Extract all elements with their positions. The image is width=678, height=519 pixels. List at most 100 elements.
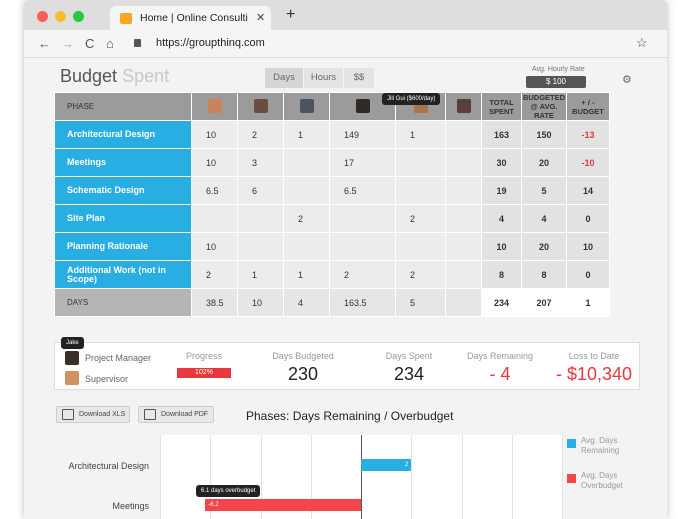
footer-day-cell: 10 bbox=[237, 288, 284, 317]
back-icon[interactable]: ← bbox=[38, 36, 51, 51]
budget-table: PHASE TOTAL SPENT BUDGETED @ AVG. RATE + / … bbox=[54, 92, 610, 317]
close-window-dot[interactable] bbox=[37, 11, 48, 22]
download-xls-button[interactable]: Download XLS bbox=[56, 406, 130, 423]
day-cell[interactable]: 6 bbox=[237, 176, 284, 205]
day-cell[interactable] bbox=[237, 232, 284, 261]
total-cell: 4 bbox=[481, 204, 522, 233]
forward-icon[interactable]: → bbox=[61, 36, 74, 51]
tab-bar: Home | Online Consulting and ✕ + bbox=[24, 0, 667, 30]
day-cell[interactable]: 149 bbox=[329, 120, 396, 149]
toggle-days[interactable]: Days bbox=[265, 68, 303, 88]
day-cell[interactable]: 3 bbox=[237, 148, 284, 177]
day-cell[interactable] bbox=[445, 148, 482, 177]
browser-tab[interactable]: Home | Online Consulting and ✕ bbox=[110, 6, 271, 30]
team-avatar-cell[interactable] bbox=[191, 92, 238, 121]
home-icon[interactable]: ⌂ bbox=[106, 36, 114, 51]
maximize-window-dot[interactable] bbox=[73, 11, 84, 22]
diff-cell: 10 bbox=[566, 232, 610, 261]
minimize-window-dot[interactable] bbox=[55, 11, 66, 22]
chart-bar[interactable]: -6.2 bbox=[205, 499, 361, 511]
days-spent-value: 234 bbox=[393, 364, 425, 384]
toggle-hours[interactable]: Hours bbox=[304, 68, 343, 88]
phase-cell[interactable]: Architectural Design bbox=[54, 120, 192, 149]
progress-stat: Progress 102% bbox=[159, 343, 249, 391]
day-cell[interactable]: 2 bbox=[191, 260, 238, 289]
team-member-avatar[interactable] bbox=[299, 98, 314, 113]
rate-label: Avg. Hourly Rate bbox=[532, 66, 585, 73]
new-tab-button[interactable]: + bbox=[286, 6, 296, 23]
day-cell[interactable] bbox=[445, 120, 482, 149]
pdf-icon bbox=[144, 409, 156, 420]
day-cell[interactable]: 10 bbox=[191, 232, 238, 261]
chart-gridline bbox=[310, 435, 312, 519]
day-cell[interactable] bbox=[445, 232, 482, 261]
team-avatar-cell[interactable] bbox=[283, 92, 330, 121]
day-cell[interactable] bbox=[283, 148, 330, 177]
day-cell[interactable]: 1 bbox=[395, 120, 446, 149]
team-member-avatar[interactable] bbox=[355, 98, 370, 113]
team-avatar-cell[interactable] bbox=[237, 92, 284, 121]
phase-cell[interactable]: Additional Work (not in Scope) bbox=[54, 260, 192, 289]
day-cell[interactable] bbox=[191, 204, 238, 233]
day-cell[interactable] bbox=[395, 176, 446, 205]
url-field[interactable]: https://groupthinq.com bbox=[156, 37, 265, 49]
day-cell[interactable]: 2 bbox=[237, 120, 284, 149]
day-cell[interactable]: 2 bbox=[395, 260, 446, 289]
budgeted-cell: 4 bbox=[521, 204, 567, 233]
rate-value[interactable]: $ 100 bbox=[526, 76, 586, 88]
legend-swatch-overbudget bbox=[567, 474, 576, 483]
day-cell[interactable]: 6.5 bbox=[329, 176, 396, 205]
phase-cell[interactable]: Meetings bbox=[54, 148, 192, 177]
day-cell[interactable] bbox=[395, 232, 446, 261]
chart-tooltip: 6.1 days overbudget bbox=[196, 485, 261, 497]
team-member-avatar[interactable] bbox=[253, 98, 268, 113]
day-cell[interactable] bbox=[329, 204, 396, 233]
day-cell[interactable]: 2 bbox=[329, 260, 396, 289]
chart-gridline bbox=[511, 435, 513, 519]
day-cell[interactable]: 1 bbox=[237, 260, 284, 289]
diff-cell: -10 bbox=[566, 148, 610, 177]
team-avatar-cell[interactable] bbox=[445, 92, 482, 121]
team-member-avatar[interactable] bbox=[456, 98, 471, 113]
phase-cell[interactable]: Site Plan bbox=[54, 204, 192, 233]
total-cell: 10 bbox=[481, 232, 522, 261]
tab-close-icon[interactable]: ✕ bbox=[256, 12, 266, 24]
day-cell[interactable] bbox=[445, 176, 482, 205]
diff-cell: -13 bbox=[566, 120, 610, 149]
phase-cell[interactable]: Planning Rationale bbox=[54, 232, 192, 261]
browser-window: Home | Online Consulting and ✕ + ← → C ⌂… bbox=[24, 0, 667, 519]
day-cell[interactable]: 10 bbox=[191, 120, 238, 149]
day-cell[interactable] bbox=[395, 148, 446, 177]
progress-label: Progress bbox=[185, 351, 222, 361]
day-cell[interactable] bbox=[237, 204, 284, 233]
reload-icon[interactable]: C bbox=[85, 36, 95, 51]
days-spent-stat: Days Spent 234 bbox=[361, 343, 457, 391]
category-label-meetings: Meetings bbox=[112, 501, 149, 511]
day-cell[interactable]: 1 bbox=[283, 120, 330, 149]
download-pdf-button[interactable]: Download PDF bbox=[138, 406, 214, 423]
total-spent-header: TOTAL SPENT bbox=[481, 92, 522, 121]
day-cell[interactable] bbox=[445, 204, 482, 233]
day-cell[interactable]: 17 bbox=[329, 148, 396, 177]
day-cell[interactable] bbox=[329, 232, 396, 261]
day-cell[interactable]: 10 bbox=[191, 148, 238, 177]
toggle-dollars[interactable]: $$ bbox=[344, 68, 374, 88]
day-cell[interactable]: 2 bbox=[283, 204, 330, 233]
day-cell[interactable]: 6.5 bbox=[191, 176, 238, 205]
title-spent: Spent bbox=[122, 66, 170, 86]
pm-avatar[interactable] bbox=[65, 351, 79, 365]
supervisor-avatar[interactable] bbox=[65, 371, 79, 385]
team-member-avatar[interactable] bbox=[207, 98, 222, 113]
pm-label: Project Manager bbox=[85, 353, 152, 363]
gear-icon[interactable]: ⚙ bbox=[622, 74, 632, 86]
chart-bar[interactable]: 2 bbox=[361, 459, 412, 471]
day-cell[interactable] bbox=[283, 176, 330, 205]
footer-diff: 1 bbox=[566, 288, 610, 317]
day-cell[interactable] bbox=[445, 260, 482, 289]
bookmark-star-icon[interactable]: ☆ bbox=[636, 35, 648, 50]
day-cell[interactable] bbox=[283, 232, 330, 261]
phase-cell[interactable]: Schematic Design bbox=[54, 176, 192, 205]
day-cell[interactable]: 1 bbox=[283, 260, 330, 289]
diff-cell: 0 bbox=[566, 260, 610, 289]
day-cell[interactable]: 2 bbox=[395, 204, 446, 233]
